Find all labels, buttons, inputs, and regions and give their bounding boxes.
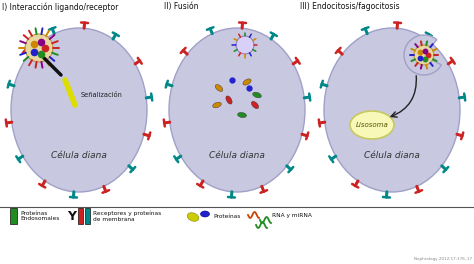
Text: Célula diana: Célula diana [364,150,420,159]
Text: Lisosoma: Lisosoma [356,122,388,128]
Text: Proteínas
Endosomales: Proteínas Endosomales [20,211,59,221]
Ellipse shape [243,79,251,85]
Ellipse shape [237,112,246,117]
Ellipse shape [324,28,460,192]
Ellipse shape [169,28,305,192]
Text: RNA y miRNA: RNA y miRNA [272,214,312,219]
Text: Señalización: Señalización [81,92,123,98]
Circle shape [236,36,254,54]
Ellipse shape [226,96,232,104]
Ellipse shape [201,211,210,217]
Wedge shape [404,35,441,75]
FancyBboxPatch shape [85,208,90,224]
Ellipse shape [11,28,147,192]
Text: III) Endocitosis/fagocitosis: III) Endocitosis/fagocitosis [300,2,400,11]
Text: II) Fusión: II) Fusión [164,2,199,11]
Ellipse shape [253,92,261,98]
Text: Y: Y [67,210,76,223]
Text: Nephrology 2012;17:176–17: Nephrology 2012;17:176–17 [414,257,472,261]
Circle shape [25,34,53,62]
Ellipse shape [187,213,199,221]
Text: Proteínas: Proteínas [213,214,240,219]
Text: Receptores y proteínas
de membrana: Receptores y proteínas de membrana [93,210,161,222]
Ellipse shape [215,84,223,91]
Ellipse shape [350,111,394,139]
Circle shape [414,45,434,65]
FancyBboxPatch shape [10,208,17,224]
Text: I) Interacción ligando/receptor: I) Interacción ligando/receptor [2,2,118,12]
Text: Célula diana: Célula diana [209,150,265,159]
FancyBboxPatch shape [78,208,83,224]
Text: Célula diana: Célula diana [51,150,107,159]
Ellipse shape [251,101,259,109]
Ellipse shape [213,102,221,108]
